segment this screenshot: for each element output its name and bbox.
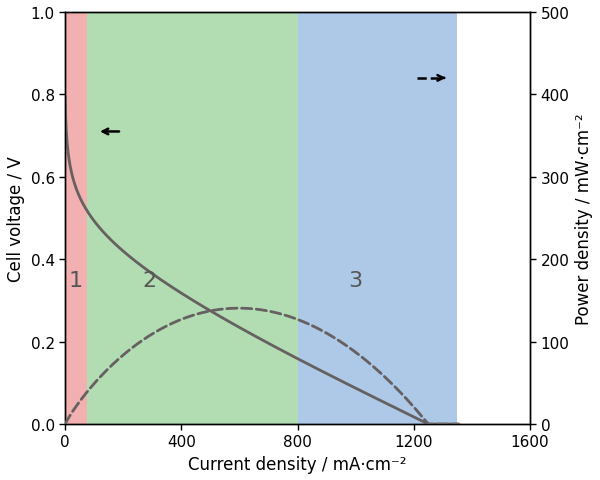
Bar [298,13,457,424]
X-axis label: Current density / mA·cm⁻²: Current density / mA·cm⁻² [188,455,407,473]
Y-axis label: Cell voltage / V: Cell voltage / V [7,156,25,281]
Bar [65,13,87,424]
Y-axis label: Power density / mW·cm⁻²: Power density / mW·cm⁻² [575,113,593,324]
Bar [87,13,298,424]
Text: 3: 3 [349,270,363,290]
Text: 1: 1 [69,270,83,290]
Text: 2: 2 [142,270,157,290]
